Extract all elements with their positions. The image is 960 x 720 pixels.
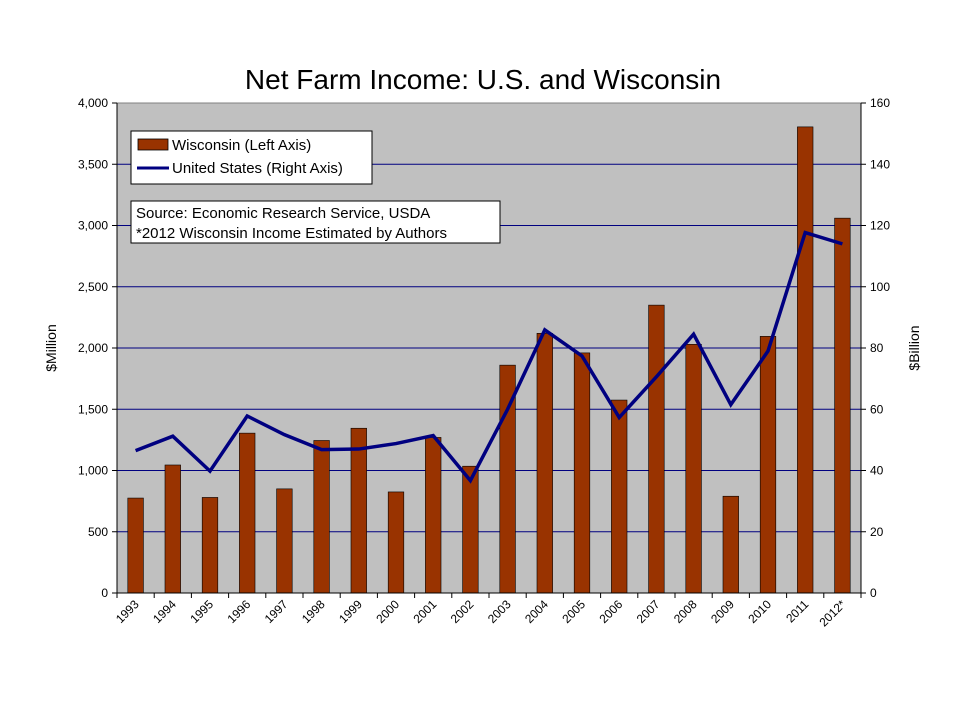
us-line-group (134, 230, 843, 484)
bar-wisconsin-2001 (425, 437, 442, 594)
x-tick-label: 2008 (671, 597, 700, 626)
source-note-box (130, 200, 501, 244)
source-note: Source: Economic Research Service, USDA … (130, 200, 501, 244)
bar-wisconsin-1998 (313, 440, 330, 594)
x-tick-label: 2003 (485, 597, 514, 626)
x-tick-label: 2007 (634, 597, 663, 626)
x-tick-label: 1994 (150, 597, 179, 626)
right-tick-label: 40 (870, 464, 884, 478)
right-tick-label: 20 (870, 525, 884, 539)
bar-wisconsin-2002 (462, 465, 479, 594)
left-tick-label: 1,000 (78, 464, 108, 478)
bar-wisconsin-2008 (685, 344, 702, 594)
bar-wisconsin-1994 (164, 464, 181, 594)
legend-label-us: United States (Right Axis) (172, 160, 343, 177)
line-united-states (134, 230, 843, 484)
legend-box (130, 130, 373, 185)
x-tick-label: 1998 (299, 597, 328, 626)
x-tick-label: 2001 (411, 597, 440, 626)
x-tick-label: 1993 (113, 597, 142, 626)
x-tick-label: 2011 (783, 597, 811, 625)
x-tick-label: 2005 (559, 597, 588, 626)
x-tick-label: 2002 (448, 597, 477, 626)
right-tick-label: 160 (870, 96, 890, 110)
left-tick-label: 2,500 (78, 280, 108, 294)
left-tick-label: 4,000 (78, 96, 108, 110)
right-tick-label: 100 (870, 280, 890, 294)
x-tick-label: 2006 (597, 597, 626, 626)
legend-swatch-wisconsin (137, 138, 169, 151)
right-tick-label: 0 (870, 586, 877, 600)
x-tick-label: 2010 (745, 597, 774, 626)
x-axis: 1993 1994 1995 1996 1997 1998 1999 2000 2001 2002… (113, 592, 862, 629)
source-line-1: Source: Economic Research Service, USDA (136, 205, 430, 222)
x-tick-label: 2000 (373, 597, 402, 626)
x-tick-label: 1999 (336, 597, 365, 626)
left-tick-label: 3,500 (78, 157, 108, 171)
x-tick-label: 1997 (262, 597, 291, 626)
source-line-2: *2012 Wisconsin Income Estimated by Auth… (136, 225, 447, 242)
bar-wisconsin-2009 (722, 495, 739, 594)
left-axis-label: $Million (43, 324, 59, 371)
bar-wisconsin-2005 (573, 352, 591, 594)
bar-wisconsin-2007 (648, 304, 665, 594)
left-axis: 0 500 1,000 1,500 2,000 2,500 3,000 3,500 4,000 (78, 96, 118, 600)
bar-wisconsin-1996 (239, 432, 256, 594)
bar-wisconsin-1999 (350, 427, 367, 594)
bar-wisconsin-1995 (201, 497, 219, 594)
x-tick-label: 1996 (225, 597, 254, 626)
right-axis: 0 20 40 60 80 100 120 140 160 (860, 96, 890, 600)
right-tick-label: 120 (870, 219, 890, 233)
left-tick-label: 3,000 (78, 219, 108, 233)
left-tick-label: 1,500 (78, 402, 108, 416)
bars (127, 126, 851, 594)
bar-wisconsin-1997 (276, 488, 293, 594)
bar-wisconsin-2011 (797, 126, 814, 594)
x-tick-label: 1995 (187, 597, 216, 626)
bar-wisconsin-2012* (834, 217, 851, 594)
bar-wisconsin-2006 (611, 399, 628, 594)
bar-wisconsin-2000 (387, 491, 405, 594)
bar-wisconsin-1993 (127, 497, 144, 594)
right-tick-label: 60 (870, 402, 884, 416)
legend-label-wisconsin: Wisconsin (Left Axis) (172, 137, 311, 154)
x-tick-label: 2009 (708, 597, 737, 626)
right-axis-label: $Billion (906, 325, 922, 370)
left-tick-label: 2,000 (78, 341, 108, 355)
left-tick-label: 500 (88, 525, 108, 539)
right-tick-label: 80 (870, 341, 884, 355)
right-tick-label: 140 (870, 157, 890, 171)
x-tick-label: 2012* (816, 597, 848, 629)
x-tick-label: 2004 (522, 597, 551, 626)
left-tick-label: 0 (101, 586, 108, 600)
chart-title: Net Farm Income: U.S. and Wisconsin (245, 64, 721, 95)
legend: Wisconsin (Left Axis) United States (Rig… (130, 130, 373, 185)
bar-wisconsin-2010 (759, 336, 777, 594)
bar-wisconsin-2004 (536, 332, 553, 594)
